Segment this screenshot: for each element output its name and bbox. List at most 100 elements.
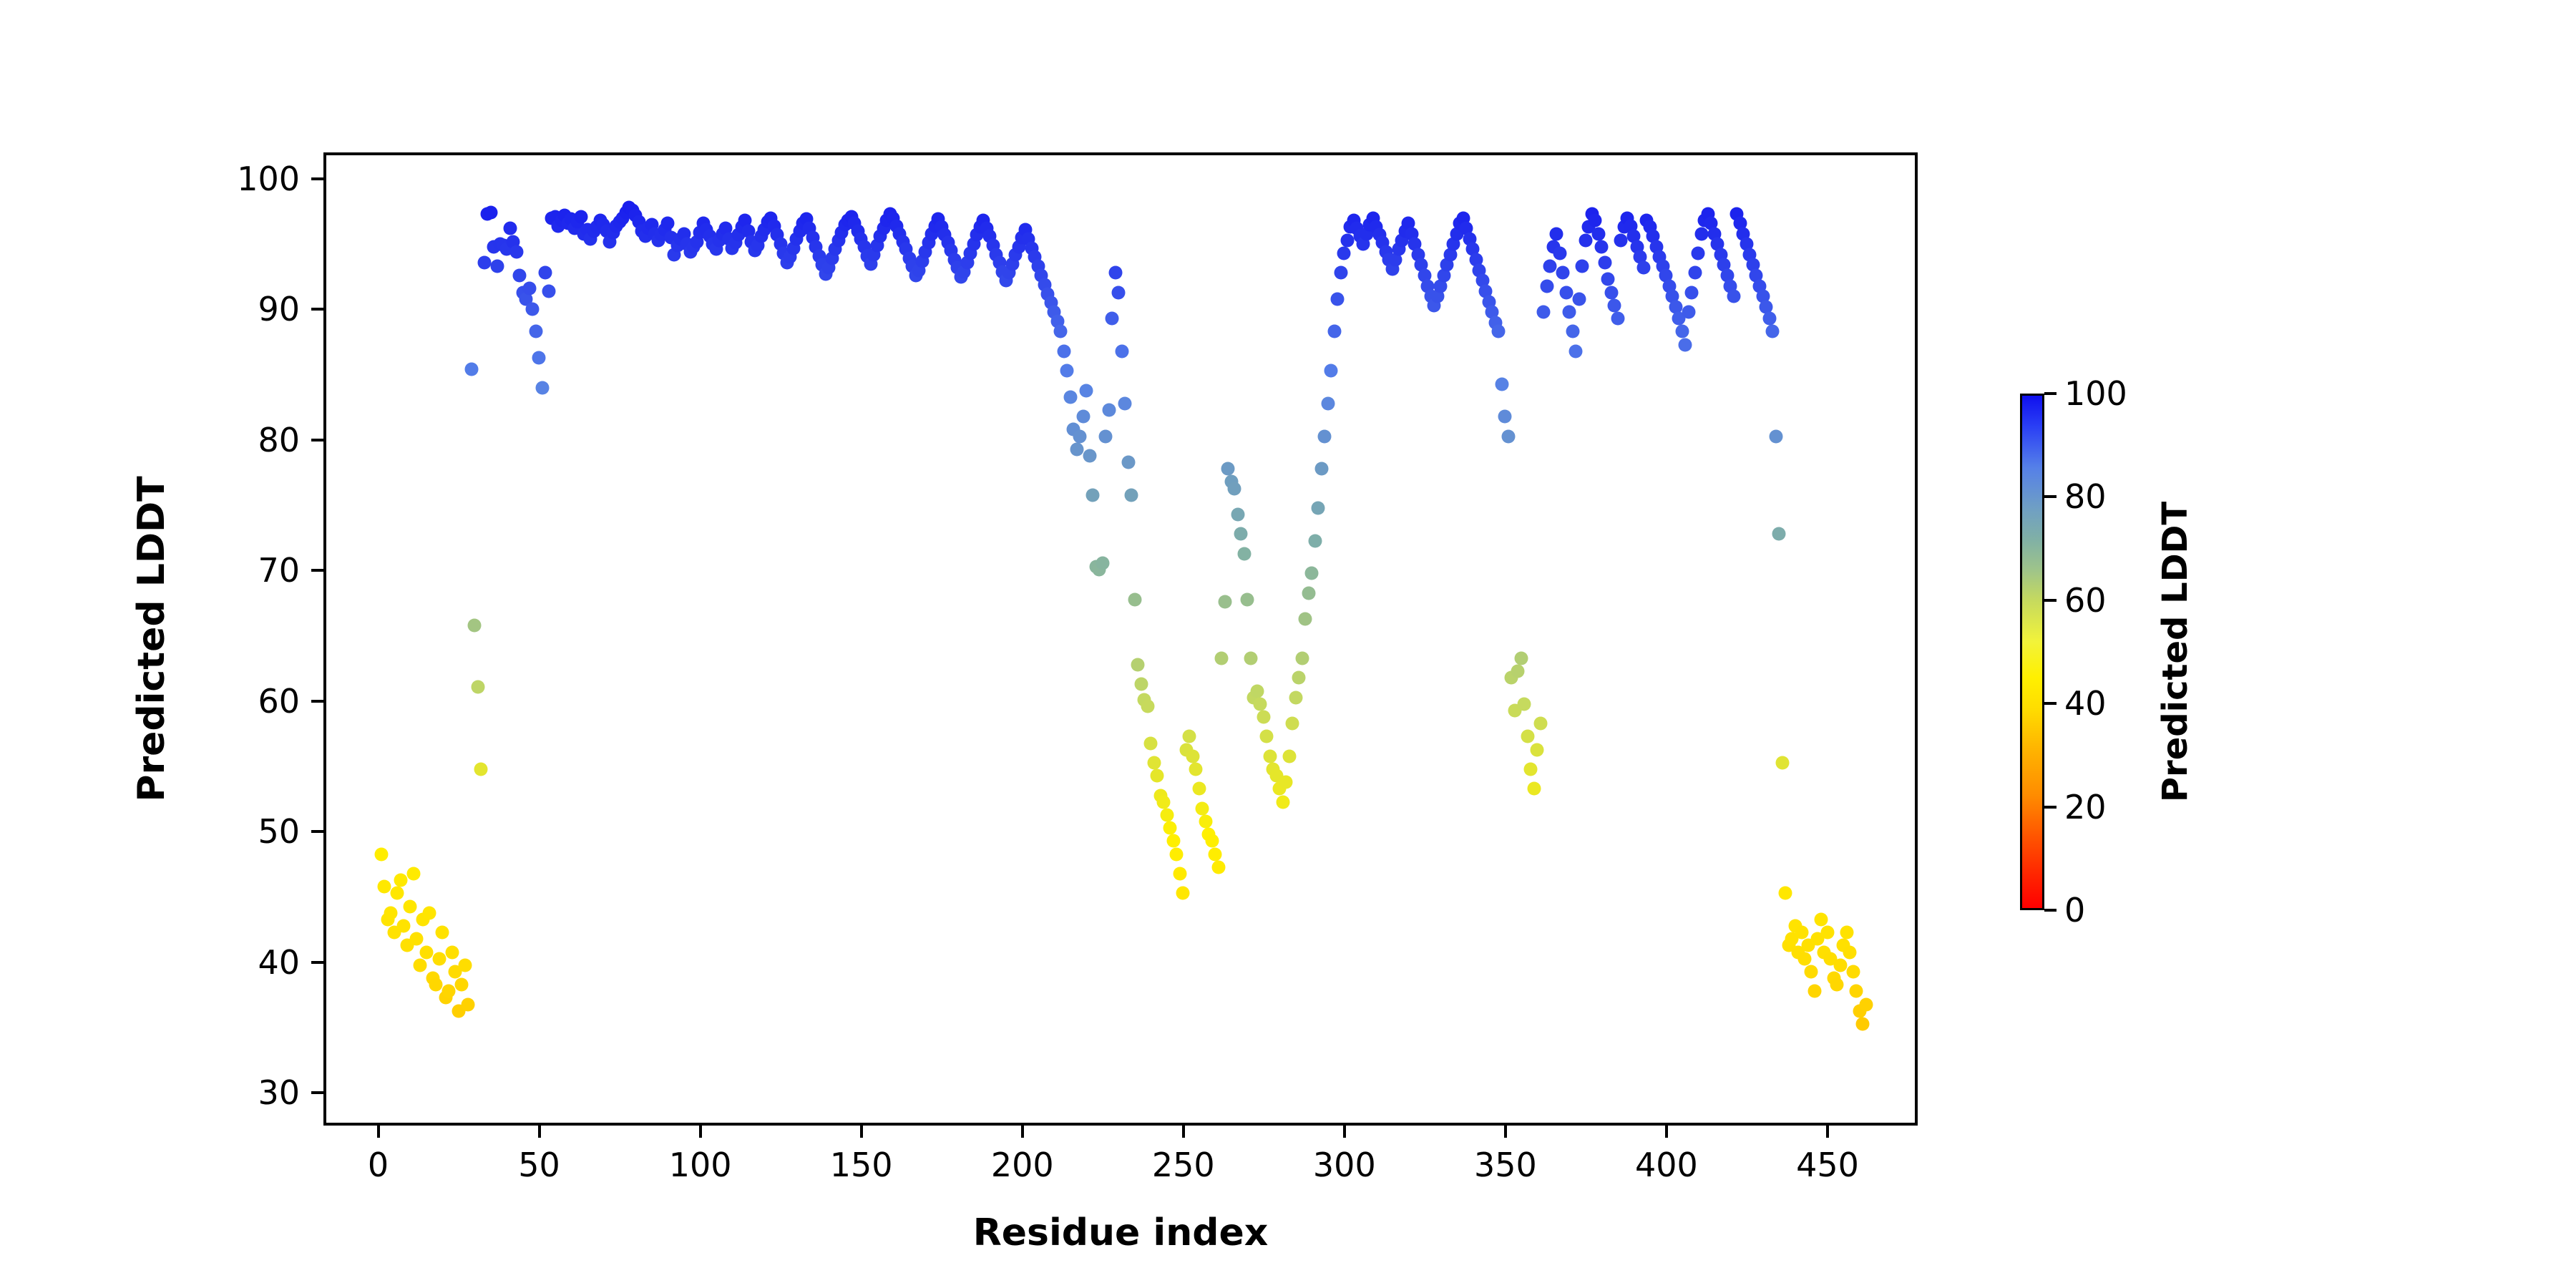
- scatter-point: [703, 229, 717, 243]
- scatter-point: [1604, 286, 1619, 300]
- scatter-point: [706, 237, 720, 251]
- scatter-point: [1285, 716, 1299, 731]
- scatter-point: [1517, 697, 1531, 711]
- scatter-point: [1669, 300, 1683, 314]
- scatter-point: [960, 255, 975, 270]
- scatter-point: [1830, 977, 1844, 992]
- scatter-point: [1514, 651, 1528, 665]
- scatter-point: [1038, 278, 1052, 292]
- scatter-point: [1259, 729, 1274, 743]
- scatter-point: [664, 230, 678, 245]
- scatter-point: [1340, 233, 1355, 248]
- scatter-point: [1495, 377, 1509, 391]
- scatter-point: [992, 255, 1007, 270]
- scatter-point: [1717, 258, 1731, 272]
- scatter-point: [1765, 324, 1780, 338]
- scatter-point: [445, 945, 459, 960]
- scatter-point: [1665, 289, 1679, 303]
- x-tick-label: 300: [1312, 1146, 1376, 1184]
- scatter-point: [905, 259, 919, 273]
- scatter-point: [516, 286, 530, 300]
- scatter-point: [1079, 384, 1093, 398]
- scatter-point: [1817, 945, 1831, 960]
- scatter-point: [538, 265, 552, 280]
- x-tick-label: 350: [1473, 1146, 1537, 1184]
- scatter-point: [1814, 912, 1828, 927]
- scatter-point: [545, 211, 559, 225]
- scatter-point: [1543, 259, 1557, 273]
- scatter-point: [1018, 223, 1033, 237]
- scatter-point: [1031, 259, 1045, 273]
- scatter-point: [477, 255, 491, 270]
- scatter-point: [976, 213, 990, 228]
- scatter-point: [1076, 409, 1091, 424]
- scatter-point: [879, 213, 894, 228]
- scatter-point: [570, 215, 585, 229]
- scatter-point: [735, 220, 749, 234]
- scatter-point: [725, 241, 739, 255]
- scatter-point: [1250, 684, 1264, 698]
- scatter-point: [806, 230, 820, 245]
- scatter-point: [1379, 245, 1393, 259]
- scatter-point: [1456, 211, 1470, 225]
- scatter-point: [602, 235, 617, 248]
- scatter-point: [1182, 729, 1196, 743]
- scatter-point: [1008, 248, 1023, 262]
- scatter-point: [1742, 248, 1757, 262]
- scatter-point: [1227, 482, 1241, 495]
- scatter-point: [1028, 250, 1042, 264]
- scatter-point: [1791, 945, 1805, 960]
- scatter-point: [1446, 237, 1460, 251]
- scatter-point: [1002, 265, 1016, 280]
- scatter-point: [609, 219, 623, 233]
- scatter-point: [384, 906, 398, 920]
- scatter-point: [622, 200, 636, 215]
- scatter-point: [864, 257, 878, 270]
- scatter-point: [1740, 237, 1754, 251]
- scatter-point: [712, 233, 726, 248]
- scatter-point: [1314, 462, 1329, 476]
- scatter-point: [1463, 232, 1477, 246]
- scatter-point: [426, 971, 439, 985]
- scatter-point: [1594, 240, 1609, 254]
- scatter-point: [922, 235, 936, 250]
- scatter-point: [1701, 207, 1715, 221]
- scatter-point: [600, 224, 614, 238]
- scatter-point: [1501, 429, 1516, 443]
- scatter-point: [1855, 1017, 1870, 1031]
- scatter-point: [1244, 651, 1258, 665]
- scatter-point: [1186, 749, 1200, 763]
- scatter-point: [1568, 344, 1583, 358]
- scatter-point: [877, 221, 891, 235]
- scatter-point: [947, 253, 962, 267]
- scatter-point: [828, 242, 842, 256]
- scatter-point: [1211, 860, 1226, 874]
- scatter-point: [1620, 211, 1634, 225]
- scatter-point: [1324, 364, 1338, 378]
- scatter-point: [690, 235, 704, 248]
- scatter-point: [1614, 233, 1628, 248]
- scatter-point: [561, 216, 575, 230]
- scatter-point: [1607, 298, 1621, 313]
- scatter-point: [989, 248, 1003, 262]
- scatter-point: [1096, 556, 1110, 570]
- scatter-point: [909, 268, 923, 283]
- scatter-point: [1334, 265, 1348, 280]
- scatter-point: [1840, 925, 1853, 940]
- scatter-point: [1626, 229, 1641, 243]
- scatter-point: [1733, 216, 1747, 230]
- scatter-point: [1788, 919, 1802, 933]
- scatter-point: [870, 238, 884, 253]
- scatter-point: [1304, 566, 1319, 580]
- scatter-point: [1418, 268, 1432, 283]
- scatter-point: [1289, 691, 1303, 705]
- scatter-point: [1034, 268, 1048, 283]
- scatter-point: [413, 958, 426, 972]
- scatter-point: [1559, 286, 1574, 300]
- scatter-point: [1221, 462, 1235, 476]
- scatter-point: [673, 232, 688, 246]
- y-tick-mark: [311, 569, 323, 572]
- y-axis-label: Predicted LDDT: [130, 476, 173, 802]
- scatter-point: [1295, 651, 1309, 665]
- scatter-point: [1801, 938, 1815, 952]
